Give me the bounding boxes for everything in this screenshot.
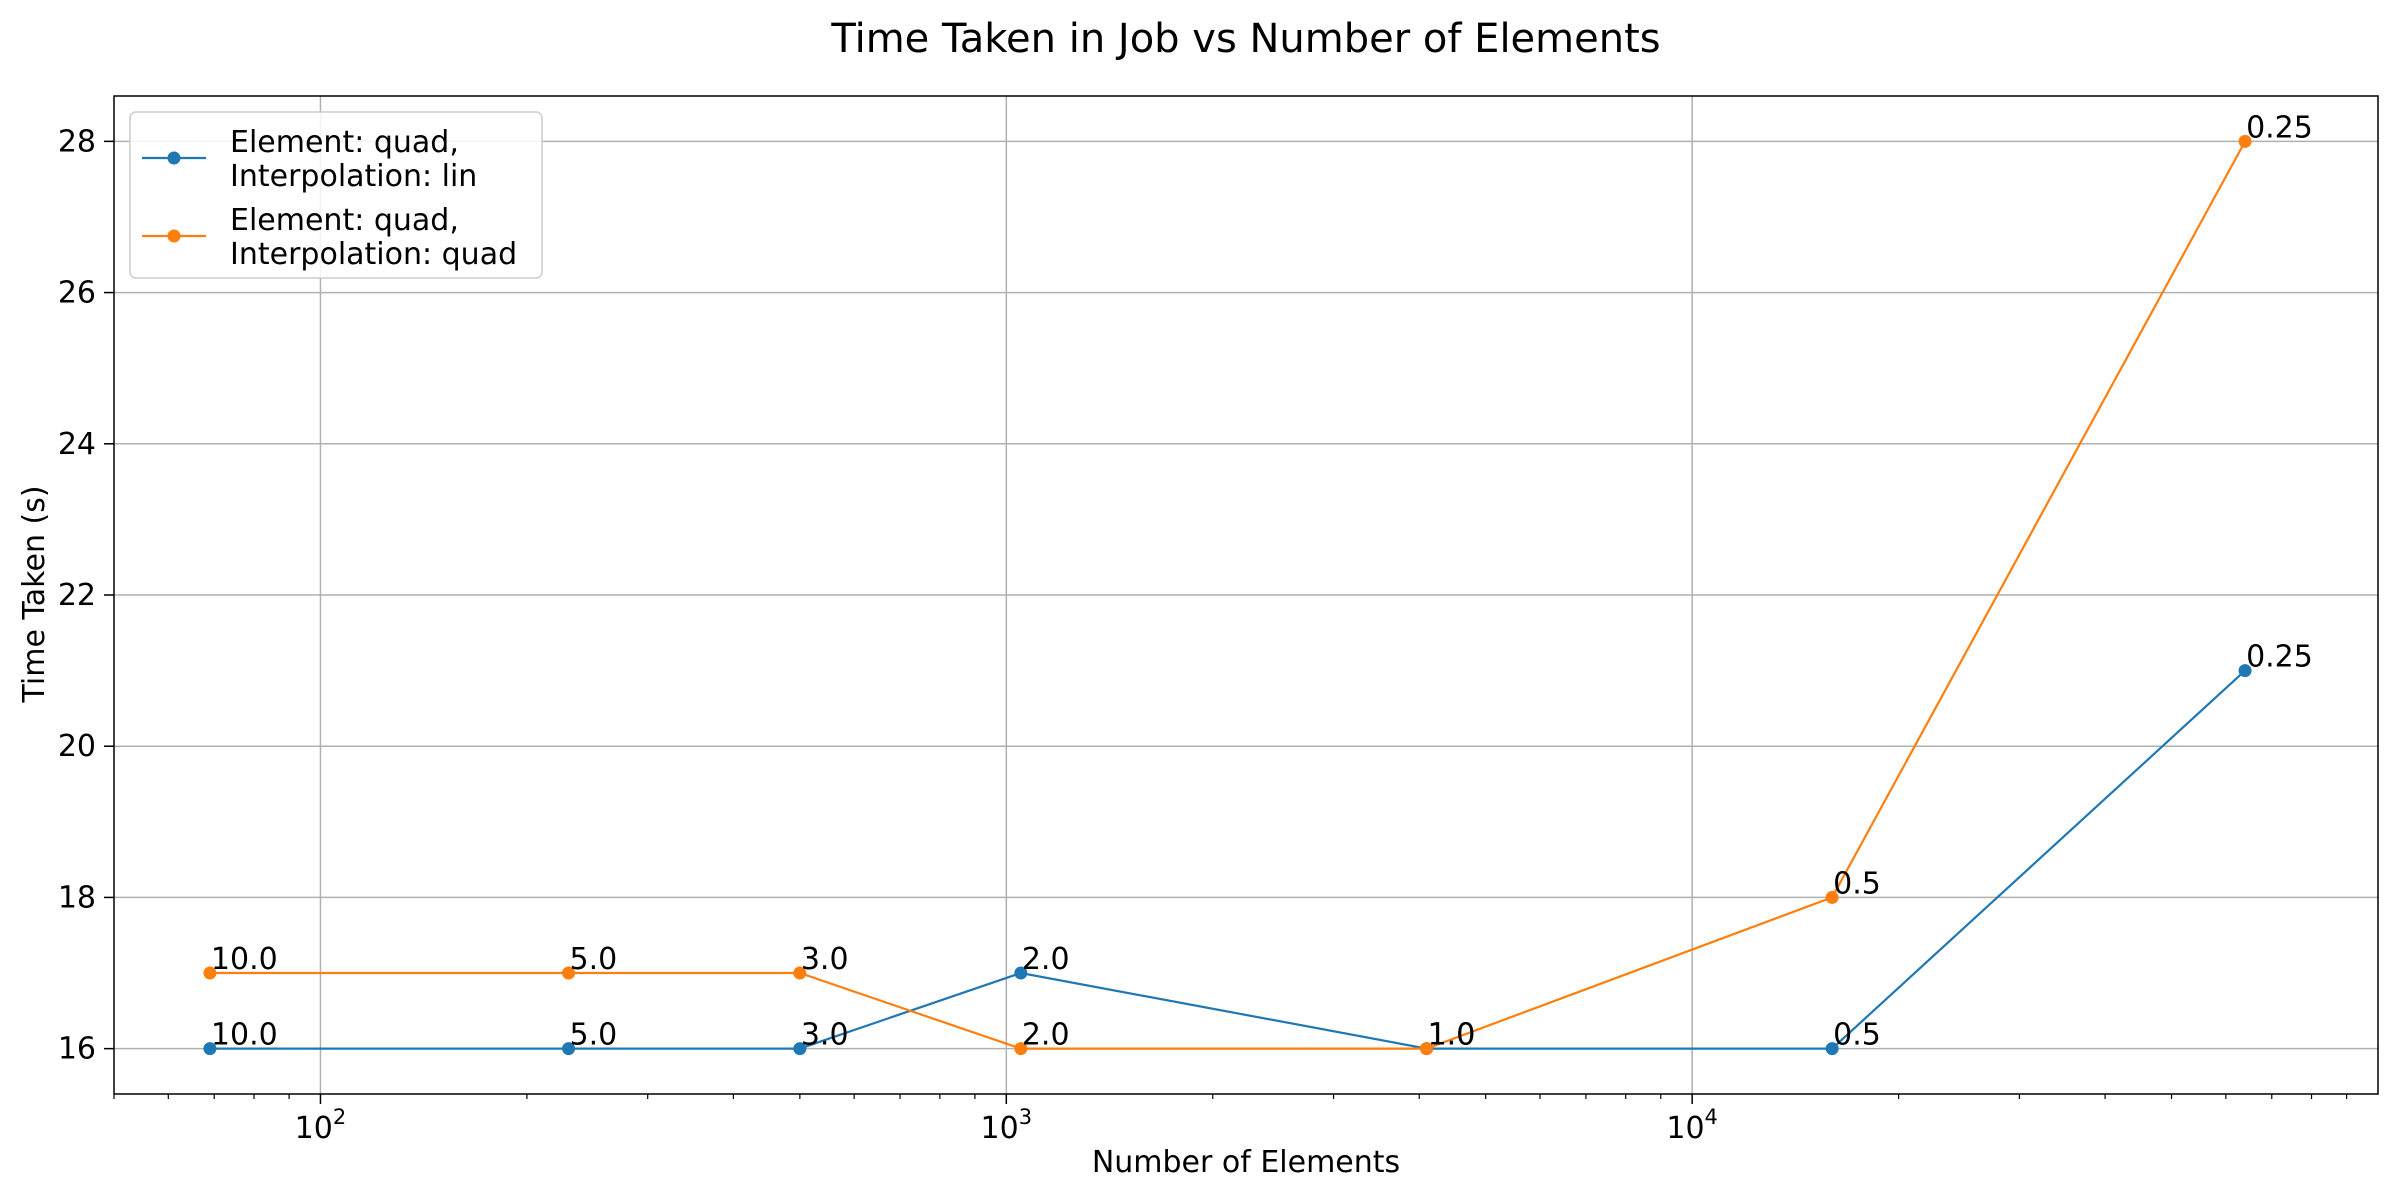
- x-axis-label: Number of Elements: [1092, 1145, 1400, 1180]
- axis-ticks: 16 18 20 22 24 26 28 102 103 104: [58, 124, 2348, 1146]
- x-tick-label: 103: [981, 1105, 1033, 1146]
- y-tick-label: 28: [58, 124, 96, 159]
- series-1-point: [1014, 966, 1028, 980]
- series-2-point: [562, 966, 576, 980]
- y-tick-label: 16: [58, 1032, 96, 1067]
- y-tick-label: 24: [58, 427, 96, 462]
- data-label: 3.0: [801, 1018, 849, 1053]
- legend-marker-2: [167, 229, 181, 243]
- data-label: 10.0: [211, 942, 278, 977]
- data-label: 10.0: [211, 1018, 278, 1053]
- data-label: 0.5: [1833, 1018, 1881, 1053]
- legend-label: Element: quad,: [230, 125, 459, 160]
- y-tick-label: 18: [58, 880, 96, 915]
- legend: Element: quad,Interpolation: linElement:…: [129, 111, 543, 279]
- series-1-point: [1825, 1042, 1839, 1056]
- data-label: 0.25: [2246, 640, 2313, 675]
- series-2-point: [1420, 1042, 1434, 1056]
- chart-title: Time Taken in Job vs Number of Elements: [830, 16, 1660, 62]
- y-tick-label: 22: [58, 578, 96, 613]
- x-tick-label: 102: [295, 1105, 347, 1146]
- legend-label: Interpolation: quad: [230, 237, 517, 272]
- series-2-point: [203, 966, 217, 980]
- plot-series: [203, 134, 2252, 1056]
- series-1-point: [203, 1042, 217, 1056]
- legend-label: Interpolation: lin: [230, 159, 477, 194]
- data-label: 5.0: [570, 1018, 618, 1053]
- series-2-point: [1014, 1042, 1028, 1056]
- y-tick-label: 26: [58, 276, 96, 311]
- y-axis-label: Time Taken (s): [17, 485, 52, 703]
- series-2-point: [793, 966, 807, 980]
- legend-label: Element: quad,: [230, 203, 459, 238]
- data-label: 0.5: [1833, 866, 1881, 901]
- series-2-point: [2238, 134, 2252, 148]
- series-1-point: [562, 1042, 576, 1056]
- x-tick-label: 104: [1666, 1105, 1718, 1146]
- data-label: 5.0: [570, 942, 618, 977]
- series-1-point: [2238, 664, 2252, 678]
- data-label: 3.0: [801, 942, 849, 977]
- data-label: 1.0: [1428, 1018, 1476, 1053]
- y-tick-label: 20: [58, 729, 96, 764]
- data-label: 0.25: [2246, 110, 2313, 145]
- legend-box: [129, 111, 543, 279]
- data-label: 1.0: [1428, 1018, 1476, 1053]
- series-1-point: [793, 1042, 807, 1056]
- legend-marker-1: [167, 151, 181, 165]
- data-label: 2.0: [1022, 1018, 1070, 1053]
- data-label: 2.0: [1022, 942, 1070, 977]
- series-2-point: [1825, 890, 1839, 904]
